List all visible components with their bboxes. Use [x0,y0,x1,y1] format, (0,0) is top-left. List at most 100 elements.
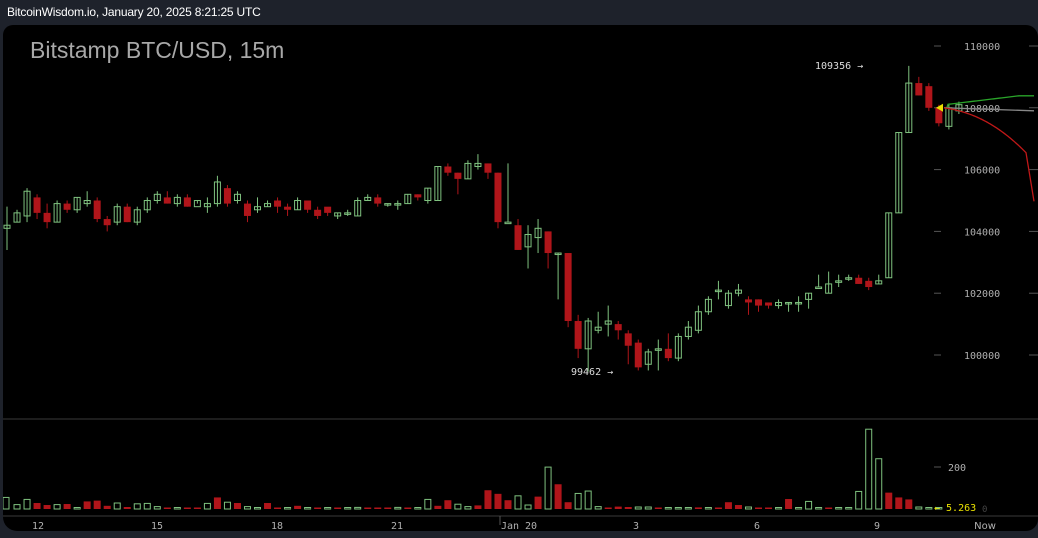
current-volume-label: ← 5.263 [934,503,976,514]
volume-bar-up [865,428,873,510]
candle-body-down [935,107,943,124]
candle-body-up [474,162,482,168]
volume-bar-up [674,507,682,510]
volume-bar-down [724,502,732,509]
volume-bar-down [43,505,51,509]
volume-bar-up [795,507,803,510]
volume-bar-down [474,505,482,509]
candle-body-down [915,83,923,96]
candle-body-up [364,196,372,202]
volume-bar-up [805,500,813,510]
candle-body-down [614,324,622,331]
x-tick-label: 9 [874,521,880,531]
candle-body-down [93,200,101,220]
candle-body-up [644,351,652,365]
candle-body-down [484,163,492,173]
low-annotation: 99462 → [571,367,613,378]
volume-bar-down [734,505,742,509]
x-tick-label: Jan 20 [501,521,537,531]
volume-bar-up [73,507,81,510]
candle-body-down [223,188,231,204]
candle-body-down [63,203,71,210]
volume-bar-up [304,507,312,510]
x-tick-label: 3 [633,521,639,531]
volume-bar-up [775,507,783,510]
candle-body-down [243,203,251,216]
volume-bar-up [13,504,21,510]
chart-frame: 100000 102000 104000 106000 108000 110000 1093… [3,25,1038,531]
candle-body-down [664,348,672,359]
x-tick-label: 6 [754,521,760,531]
volume-bar-up [875,458,883,510]
candle-body-down [284,206,292,210]
current-price-marker [936,103,943,112]
volume-bar-down [334,507,342,509]
volume-bar-down [484,490,492,509]
candle-body-up [434,166,442,201]
candle-body-up [534,227,542,239]
candle-body-up [825,283,833,294]
volume-bar-up [594,506,602,510]
volume-bar-up [23,498,31,510]
candle-body-up [504,221,512,225]
candle-body-up [3,224,11,229]
candle-body-up [23,190,31,217]
candle-body-down [414,194,422,198]
volume-bar-up [454,503,462,510]
depth-mid-line [943,107,1035,112]
volume-bar-down [314,507,322,509]
high-annotation: 109356 → [815,61,863,72]
volume-bar-down [444,500,452,509]
volume-bar-up [243,506,251,510]
y-tick-label: 110000 [964,42,1000,53]
volume-bar-down [504,500,512,509]
candlestick-chart[interactable]: 1000001020001040001060001080001100001093… [3,25,1038,531]
volume-bar-down [654,507,662,509]
volume-bar-up [584,490,592,510]
candle-body-up [133,209,141,223]
site-timestamp: BitcoinWisdom.io, January 20, 2025 8:21:… [7,5,261,19]
candle-body-up [83,200,91,205]
candle-body-down [183,197,191,207]
volume-bar-up [935,507,943,510]
candle-body-up [835,280,843,283]
volume-bar-up [113,502,121,510]
volume-bar-down [895,497,903,509]
volume-bar-down [213,497,221,509]
candle-body-down [634,342,642,368]
depth-bid-line [943,95,1034,109]
volume-bar-up [143,502,151,510]
candle-body-up [153,193,161,202]
volume-bar-down [905,499,913,509]
chart-title: Bitstamp BTC/USD, 15m [30,37,285,63]
volume-bar-down [33,503,41,509]
volume-bar-up [254,507,261,510]
candle-body-down [444,166,452,173]
x-tick-label: Now [974,521,996,531]
volume-bar-down [554,484,562,509]
candle-body-up [845,277,853,280]
candle-body-up [254,206,261,211]
candle-body-down [374,197,382,204]
volume-bar-up [835,507,843,510]
volume-bar-down [193,507,201,509]
candle-body-up [344,212,352,215]
volume-bar-up [223,501,231,510]
volume-bar-down [63,504,71,509]
volume-bar-up [153,506,161,510]
volume-bar-down [83,501,91,509]
volume-bar-down [765,507,773,509]
volume-bar-up [644,506,652,510]
volume-bar-up [634,506,642,510]
volume-bar-up [284,507,292,510]
volume-bar-up [424,498,432,510]
candle-body-down [755,299,762,306]
candle-body-up [13,212,21,223]
volume-bar-down [123,507,131,509]
volume-bar-down [183,507,191,509]
candle-body-down [744,299,752,303]
volume-bar-down [384,507,392,509]
volume-bar-down [233,503,241,509]
volume-bar-up [173,507,181,510]
volume-bar-down [494,493,502,509]
